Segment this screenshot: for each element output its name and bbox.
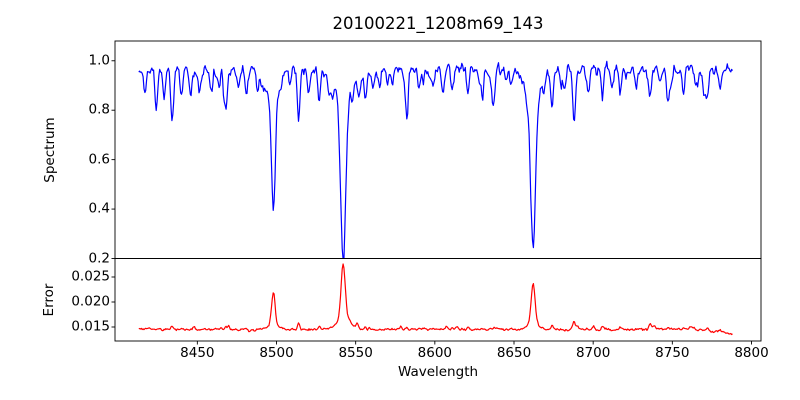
x-tick-label-8450: 8450 <box>180 345 215 361</box>
error-line <box>138 263 733 336</box>
x-tick-label-8650: 8650 <box>496 345 532 361</box>
error-y-tick-label-0.015: 0.015 <box>71 318 110 335</box>
spectrum-line <box>138 60 733 259</box>
x-tick-label-8550: 8550 <box>338 345 373 361</box>
spectrum-y-tick-label-0.6: 0.6 <box>88 151 110 168</box>
x-tick-label-8700: 8700 <box>575 345 611 361</box>
x-tick-label-8500: 8500 <box>259 345 294 361</box>
error-y-tick-label-0.020: 0.020 <box>71 293 110 310</box>
x-tick-label-8800: 8800 <box>734 345 769 361</box>
spectrum-y-tick-label-0.4: 0.4 <box>88 200 110 217</box>
x-axis-label: Wavelength <box>397 364 479 380</box>
plot-title: 20100221_1208m69_143 <box>332 14 544 33</box>
spectrum-axes-frame <box>114 40 762 259</box>
x-tick-label-8600: 8600 <box>417 345 452 361</box>
error-y-tick-label-0.025: 0.025 <box>71 268 110 285</box>
spectrum-y-tick-label-0.8: 0.8 <box>88 101 110 118</box>
spectrum-y-tick-label-1.0: 1.0 <box>88 52 110 69</box>
error-axes-frame <box>114 258 762 342</box>
x-tick-label-8750: 8750 <box>655 345 690 361</box>
spectrum-y-axis-label: Spectrum <box>42 117 58 183</box>
spectrum-y-tick-label-0.2: 0.2 <box>88 250 110 266</box>
